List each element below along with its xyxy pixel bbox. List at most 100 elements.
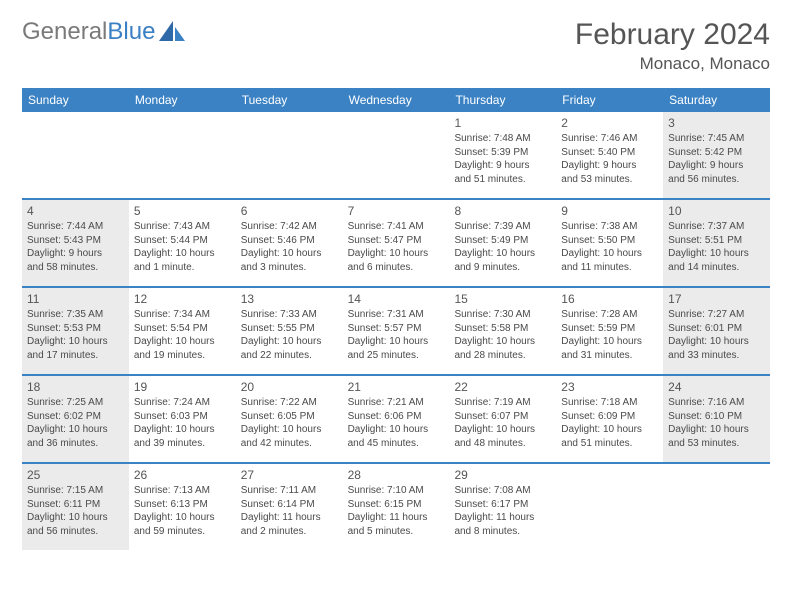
cell-sunrise: Sunrise: 7:16 AM [668,396,765,410]
cell-sunrise: Sunrise: 7:44 AM [27,220,124,234]
cell-d1: Daylight: 10 hours [454,335,551,349]
cell-d1: Daylight: 10 hours [348,335,445,349]
cell-d2: and 28 minutes. [454,349,551,363]
cell-sunset: Sunset: 5:42 PM [668,146,765,160]
cell-date: 15 [454,291,551,307]
calendar-cell: 18Sunrise: 7:25 AMSunset: 6:02 PMDayligh… [22,376,129,462]
location: Monaco, Monaco [575,54,770,74]
cell-d1: Daylight: 10 hours [668,247,765,261]
cell-date: 23 [561,379,658,395]
logo-text-right: Blue [107,18,155,46]
cell-d1: Daylight: 9 hours [561,159,658,173]
cell-d2: and 39 minutes. [134,437,231,451]
cell-d2: and 33 minutes. [668,349,765,363]
cell-date: 29 [454,467,551,483]
calendar-cell: 27Sunrise: 7:11 AMSunset: 6:14 PMDayligh… [236,464,343,550]
cell-date: 9 [561,203,658,219]
cell-sunrise: Sunrise: 7:43 AM [134,220,231,234]
cell-sunset: Sunset: 5:46 PM [241,234,338,248]
calendar-cell: 7Sunrise: 7:41 AMSunset: 5:47 PMDaylight… [343,200,450,286]
cell-sunset: Sunset: 6:14 PM [241,498,338,512]
cell-sunrise: Sunrise: 7:18 AM [561,396,658,410]
calendar-week: 25Sunrise: 7:15 AMSunset: 6:11 PMDayligh… [22,462,770,550]
cell-sunset: Sunset: 5:39 PM [454,146,551,160]
cell-date: 12 [134,291,231,307]
cell-sunrise: Sunrise: 7:48 AM [454,132,551,146]
logo-sail-icon [159,21,185,43]
cell-d1: Daylight: 10 hours [134,423,231,437]
calendar-week: 4Sunrise: 7:44 AMSunset: 5:43 PMDaylight… [22,198,770,286]
calendar-cell [343,112,450,198]
cell-d1: Daylight: 10 hours [668,423,765,437]
cell-d2: and 17 minutes. [27,349,124,363]
cell-sunrise: Sunrise: 7:21 AM [348,396,445,410]
cell-d2: and 1 minute. [134,261,231,275]
calendar-week: 1Sunrise: 7:48 AMSunset: 5:39 PMDaylight… [22,112,770,198]
cell-date: 24 [668,379,765,395]
cell-d2: and 53 minutes. [668,437,765,451]
cell-d1: Daylight: 10 hours [27,335,124,349]
cell-d2: and 51 minutes. [561,437,658,451]
cell-d1: Daylight: 10 hours [241,247,338,261]
cell-d1: Daylight: 9 hours [454,159,551,173]
cell-sunrise: Sunrise: 7:34 AM [134,308,231,322]
cell-d1: Daylight: 10 hours [348,423,445,437]
cell-sunset: Sunset: 5:51 PM [668,234,765,248]
calendar-cell: 24Sunrise: 7:16 AMSunset: 6:10 PMDayligh… [663,376,770,462]
cell-date: 10 [668,203,765,219]
calendar-cell: 20Sunrise: 7:22 AMSunset: 6:05 PMDayligh… [236,376,343,462]
cell-d2: and 5 minutes. [348,525,445,539]
cell-d1: Daylight: 10 hours [134,511,231,525]
cell-date: 1 [454,115,551,131]
cell-sunset: Sunset: 6:10 PM [668,410,765,424]
dayname: Wednesday [343,88,450,112]
calendar-cell: 1Sunrise: 7:48 AMSunset: 5:39 PMDaylight… [449,112,556,198]
cell-sunrise: Sunrise: 7:19 AM [454,396,551,410]
cell-d1: Daylight: 10 hours [561,335,658,349]
cell-sunset: Sunset: 6:01 PM [668,322,765,336]
calendar-cell: 22Sunrise: 7:19 AMSunset: 6:07 PMDayligh… [449,376,556,462]
cell-d2: and 9 minutes. [454,261,551,275]
cell-date: 19 [134,379,231,395]
cell-sunset: Sunset: 6:05 PM [241,410,338,424]
cell-date: 8 [454,203,551,219]
calendar-cell: 21Sunrise: 7:21 AMSunset: 6:06 PMDayligh… [343,376,450,462]
cell-d1: Daylight: 10 hours [454,247,551,261]
calendar-cell: 9Sunrise: 7:38 AMSunset: 5:50 PMDaylight… [556,200,663,286]
cell-d1: Daylight: 10 hours [241,423,338,437]
cell-d2: and 2 minutes. [241,525,338,539]
cell-sunset: Sunset: 6:11 PM [27,498,124,512]
cell-sunset: Sunset: 5:57 PM [348,322,445,336]
cell-date: 5 [134,203,231,219]
cell-date: 17 [668,291,765,307]
calendar-cell: 3Sunrise: 7:45 AMSunset: 5:42 PMDaylight… [663,112,770,198]
cell-d2: and 36 minutes. [27,437,124,451]
cell-sunset: Sunset: 6:03 PM [134,410,231,424]
cell-sunset: Sunset: 6:17 PM [454,498,551,512]
cell-date: 26 [134,467,231,483]
cell-date: 28 [348,467,445,483]
cell-sunset: Sunset: 6:15 PM [348,498,445,512]
cell-sunrise: Sunrise: 7:31 AM [348,308,445,322]
calendar-week: 18Sunrise: 7:25 AMSunset: 6:02 PMDayligh… [22,374,770,462]
dayname: Monday [129,88,236,112]
title-block: February 2024 Monaco, Monaco [575,18,770,74]
cell-sunrise: Sunrise: 7:24 AM [134,396,231,410]
calendar-cell: 10Sunrise: 7:37 AMSunset: 5:51 PMDayligh… [663,200,770,286]
cell-date: 20 [241,379,338,395]
cell-d1: Daylight: 10 hours [561,247,658,261]
cell-d1: Daylight: 10 hours [27,511,124,525]
calendar-cell: 23Sunrise: 7:18 AMSunset: 6:09 PMDayligh… [556,376,663,462]
calendar-cell: 19Sunrise: 7:24 AMSunset: 6:03 PMDayligh… [129,376,236,462]
calendar-cell [663,464,770,550]
cell-sunrise: Sunrise: 7:27 AM [668,308,765,322]
cell-date: 22 [454,379,551,395]
cell-sunrise: Sunrise: 7:38 AM [561,220,658,234]
cell-date: 4 [27,203,124,219]
cell-date: 2 [561,115,658,131]
header: GeneralBlue February 2024 Monaco, Monaco [22,18,770,74]
cell-sunset: Sunset: 6:13 PM [134,498,231,512]
calendar-cell: 28Sunrise: 7:10 AMSunset: 6:15 PMDayligh… [343,464,450,550]
cell-d2: and 53 minutes. [561,173,658,187]
cell-sunset: Sunset: 5:50 PM [561,234,658,248]
